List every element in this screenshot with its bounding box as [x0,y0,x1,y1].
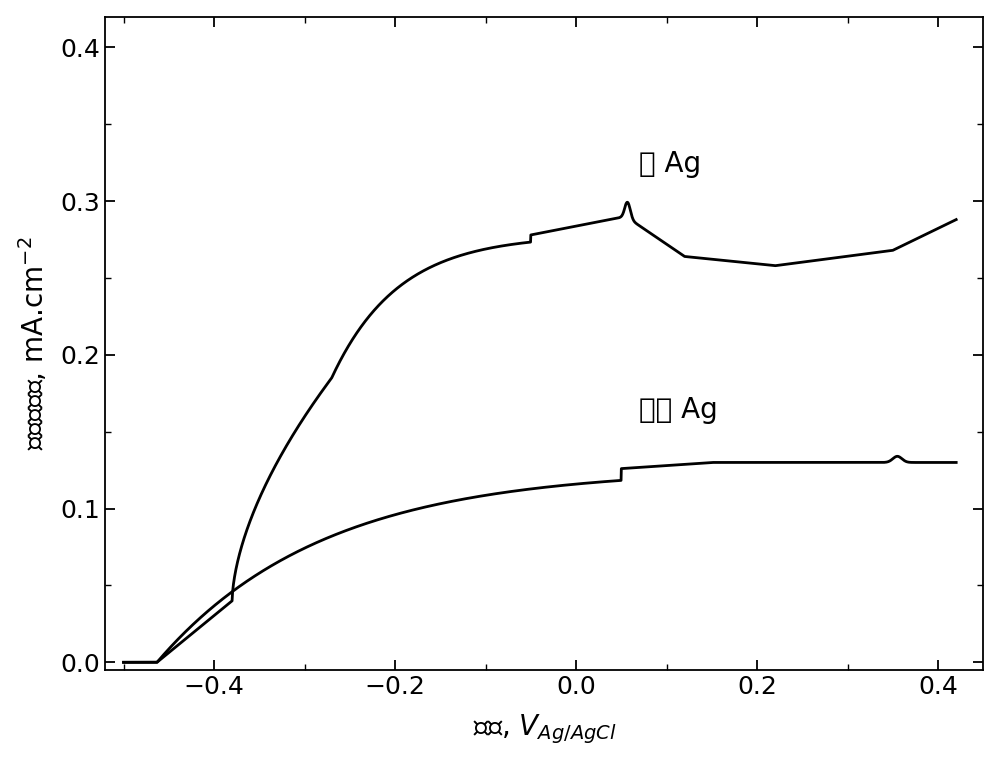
Y-axis label: 光电流密度, mA.cm$^{-2}$: 光电流密度, mA.cm$^{-2}$ [17,237,50,450]
Text: 不含 Ag: 不含 Ag [639,396,718,424]
X-axis label: 电位, $V_{Ag/AgCl}$: 电位, $V_{Ag/AgCl}$ [473,713,616,746]
Text: 含 Ag: 含 Ag [639,150,702,178]
